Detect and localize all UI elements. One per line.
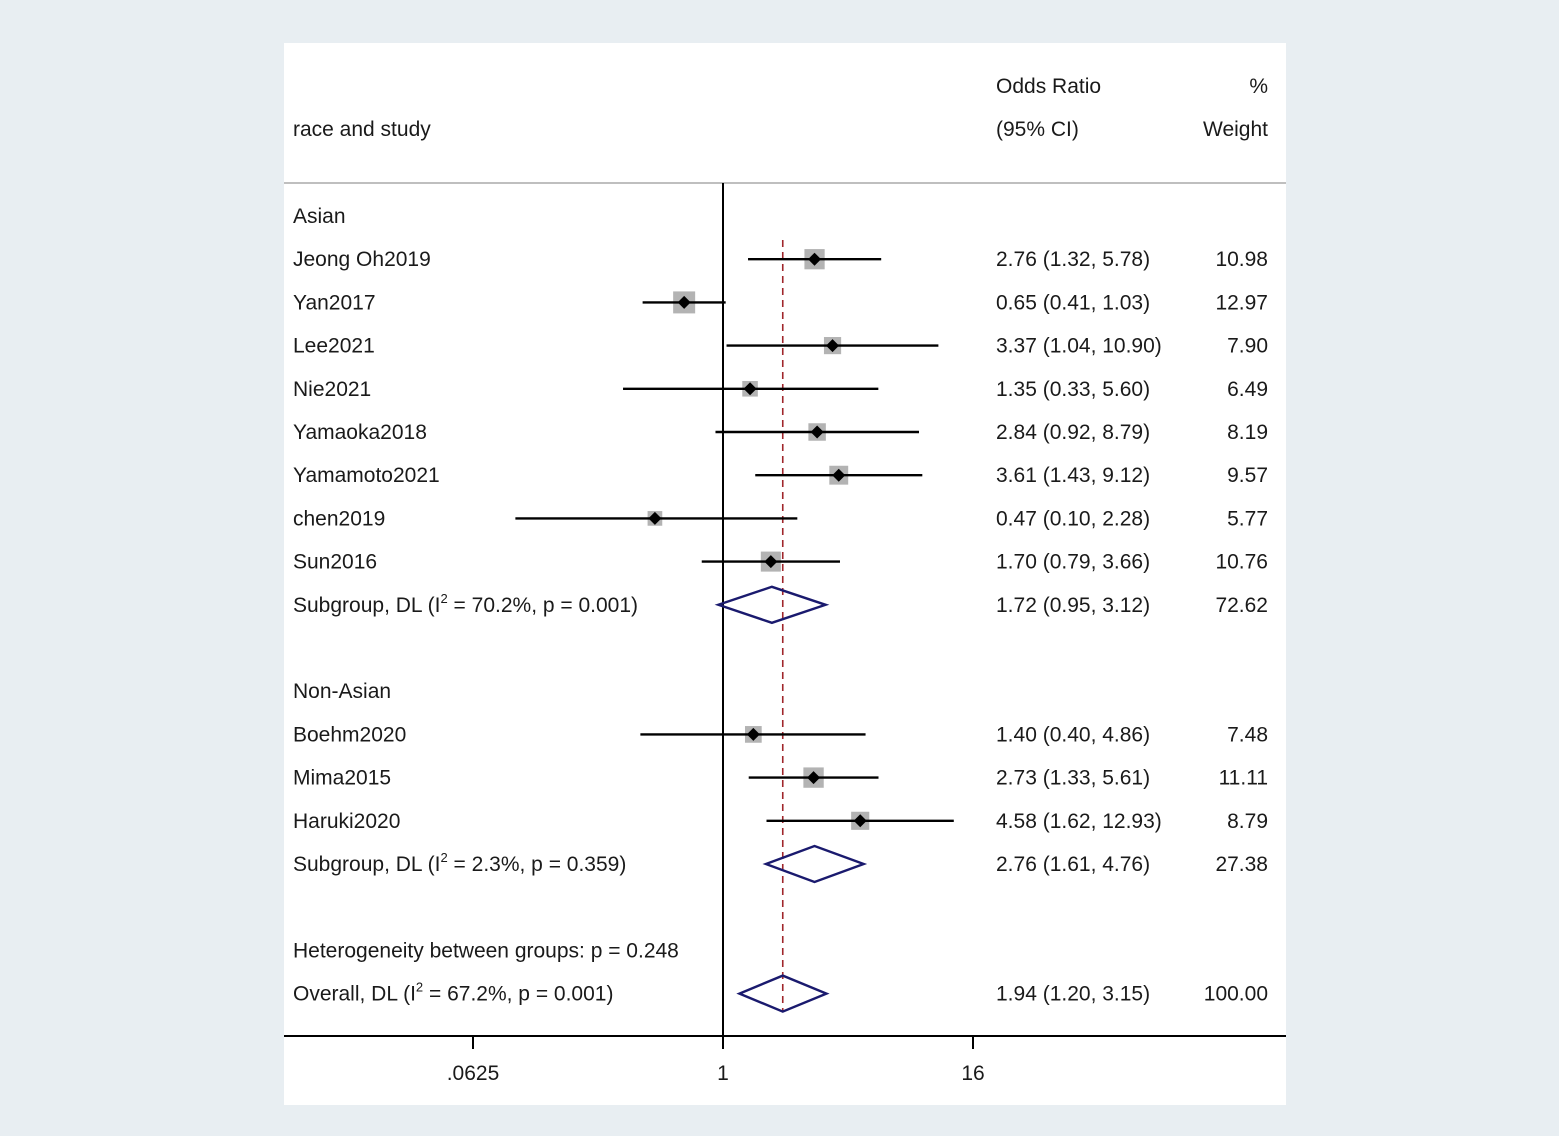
- study-label-boehm2020: Boehm2020: [293, 723, 406, 746]
- study-label-yamaoka2018: Yamaoka2018: [293, 421, 427, 444]
- study-label-jeong-oh2019: Jeong Oh2019: [293, 248, 431, 271]
- study-label-lee2021: Lee2021: [293, 335, 375, 358]
- study-label-nie2021: Nie2021: [293, 378, 371, 401]
- study-or-ci-haruki2020: 4.58 (1.62, 12.93): [996, 810, 1162, 833]
- overall-diamond: [736, 974, 830, 1013]
- study-weight-lee2021: 7.90: [1227, 335, 1268, 358]
- study-weight-chen2019: 5.77: [1227, 507, 1268, 530]
- study-or-ci-sun2016: 1.70 (0.79, 3.66): [996, 551, 1150, 574]
- study-weight-boehm2020: 7.48: [1227, 723, 1268, 746]
- study-weight-nie2021: 6.49: [1227, 378, 1268, 401]
- study-weight-yamamoto2021: 9.57: [1227, 464, 1268, 487]
- study-weight-haruki2020: 8.79: [1227, 810, 1268, 833]
- subgroup-15-diamond: [762, 844, 868, 884]
- study-label-mima2015: Mima2015: [293, 767, 391, 790]
- subgroup-15-or-ci: 2.76 (1.61, 4.76): [996, 853, 1150, 876]
- point-estimate-lee2021: [826, 339, 840, 353]
- subgroup-9-diamond: [714, 585, 830, 625]
- point-estimate-yan2017: [677, 295, 691, 309]
- study-or-ci-yan2017: 0.65 (0.41, 1.03): [996, 291, 1150, 314]
- study-or-ci-mima2015: 2.73 (1.33, 5.61): [996, 767, 1150, 790]
- point-estimate-yamamoto2021: [832, 468, 846, 482]
- x-tick-label-16: 16: [961, 1062, 984, 1085]
- study-or-ci-jeong-oh2019: 2.76 (1.32, 5.78): [996, 248, 1150, 271]
- study-or-ci-lee2021: 3.37 (1.04, 10.90): [996, 335, 1162, 358]
- plot-panel: [284, 43, 1286, 1105]
- x-axis: .0625 1 16: [284, 1035, 1286, 1085]
- x-tick-label-p0625: .0625: [447, 1062, 500, 1085]
- study-label-sun2016: Sun2016: [293, 551, 377, 574]
- point-estimate-yamaoka2018: [810, 425, 824, 439]
- study-or-ci-chen2019: 0.47 (0.10, 2.28): [996, 507, 1150, 530]
- rows: Asian Jeong Oh2019 2.76 (1.32, 5.78) 10.98 Y…: [293, 205, 1268, 1006]
- heterogeneity-note: Heterogeneity between groups: p = 0.248: [293, 939, 679, 962]
- header-percent: %: [1249, 75, 1268, 98]
- point-estimate-sun2016: [764, 555, 778, 569]
- study-weight-jeong-oh2019: 10.98: [1215, 248, 1268, 271]
- overall-weight: 100.00: [1204, 983, 1268, 1006]
- x-tick-label-1: 1: [717, 1062, 729, 1085]
- study-or-ci-boehm2020: 1.40 (0.40, 4.86): [996, 723, 1150, 746]
- study-weight-sun2016: 10.76: [1215, 551, 1268, 574]
- header-odds-ratio: Odds Ratio: [996, 75, 1101, 98]
- study-weight-yan2017: 12.97: [1215, 291, 1268, 314]
- point-estimate-chen2019: [648, 511, 662, 525]
- plot-area: [284, 182, 1286, 1036]
- subgroup-9-weight: 72.62: [1215, 594, 1268, 617]
- header: Odds Ratio (95% CI) % Weight race and st…: [293, 75, 1268, 141]
- point-estimate-nie2021: [743, 382, 757, 396]
- point-estimate-jeong-oh2019: [808, 252, 822, 266]
- subgroup-15-weight: 27.38: [1215, 853, 1268, 876]
- study-weight-mima2015: 11.11: [1219, 767, 1268, 790]
- study-label-yamamoto2021: Yamamoto2021: [293, 464, 440, 487]
- point-estimate-haruki2020: [853, 814, 867, 828]
- group-label-non-asian: Non-Asian: [293, 680, 391, 703]
- subgroup-9-or-ci: 1.72 (0.95, 3.12): [996, 594, 1150, 617]
- subgroup-9-label: Subgroup, DL (I2 = 70.2%, p = 0.001): [293, 591, 638, 617]
- point-estimate-mima2015: [807, 771, 821, 785]
- group-label-asian: Asian: [293, 205, 346, 228]
- overall-or-ci: 1.94 (1.20, 3.15): [996, 983, 1150, 1006]
- study-or-ci-nie2021: 1.35 (0.33, 5.60): [996, 378, 1150, 401]
- header-weight: Weight: [1203, 118, 1268, 141]
- overall-label: Overall, DL (I2 = 67.2%, p = 0.001): [293, 980, 613, 1006]
- study-weight-yamaoka2018: 8.19: [1227, 421, 1268, 444]
- study-or-ci-yamaoka2018: 2.84 (0.92, 8.79): [996, 421, 1150, 444]
- study-label-haruki2020: Haruki2020: [293, 810, 400, 833]
- point-estimate-boehm2020: [746, 727, 760, 741]
- subgroup-15-label: Subgroup, DL (I2 = 2.3%, p = 0.359): [293, 850, 626, 876]
- study-label-yan2017: Yan2017: [293, 291, 376, 314]
- header-race-and-study: race and study: [293, 118, 431, 141]
- study-or-ci-yamamoto2021: 3.61 (1.43, 9.12): [996, 464, 1150, 487]
- study-label-chen2019: chen2019: [293, 507, 385, 530]
- header-ci: (95% CI): [996, 118, 1079, 141]
